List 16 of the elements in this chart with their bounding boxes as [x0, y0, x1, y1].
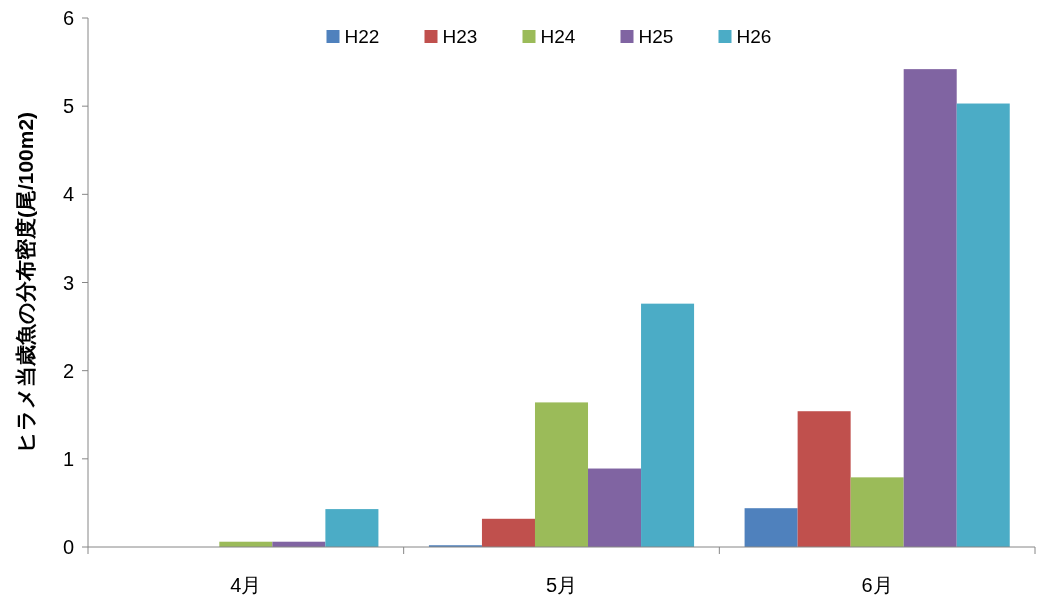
y-tick-label: 1 — [62, 447, 74, 470]
legend-label: H24 — [540, 26, 576, 47]
y-axis-title: ヒラメ当歳魚の分布密度(尾/100m2) — [14, 111, 37, 454]
y-tick-label: 5 — [62, 95, 74, 118]
x-tick-label: 4月 — [230, 574, 262, 596]
y-tick-label: 0 — [62, 536, 74, 558]
y-tick-label: 3 — [62, 271, 74, 294]
legend-label: H23 — [442, 26, 478, 47]
x-tick-label: 5月 — [545, 574, 578, 596]
legend-label: H22 — [344, 26, 380, 47]
legend-label: H26 — [736, 26, 772, 47]
y-tick-label: 6 — [62, 7, 74, 29]
legend-label: H25 — [638, 26, 674, 47]
x-tick-label: 6月 — [861, 574, 893, 596]
y-tick-label: 4 — [62, 183, 74, 206]
y-tick-label: 2 — [62, 359, 74, 382]
